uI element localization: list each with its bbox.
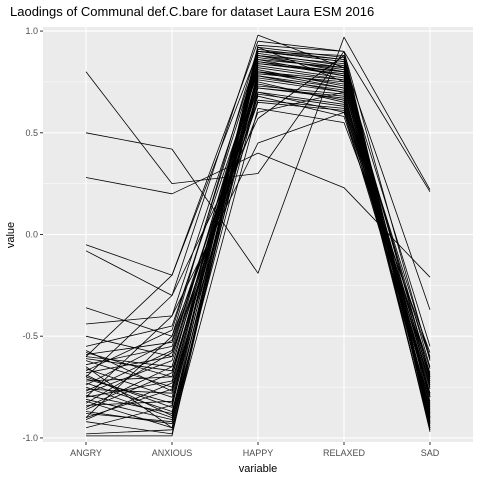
x-axis: ANGRY ANXIOUS HAPPY RELAXED SAD	[70, 442, 440, 458]
series-line	[85, 73, 431, 430]
series-line	[85, 55, 431, 422]
series-line	[85, 44, 431, 418]
series-line	[85, 40, 431, 361]
y-tick-label: 0.0	[25, 230, 38, 240]
series-line	[85, 63, 431, 412]
x-tick-label: ANGRY	[70, 448, 102, 458]
y-tick-label: -1.0	[22, 433, 38, 443]
y-tick-label: 0.5	[25, 128, 38, 138]
series-line	[85, 65, 431, 420]
series-line	[85, 91, 431, 418]
series-line	[85, 57, 431, 376]
series-line	[85, 101, 431, 359]
x-tick-label: HAPPY	[243, 448, 274, 458]
y-axis: -1.0 -0.5 0.0 0.5 1.0	[22, 26, 43, 443]
series-line	[85, 91, 431, 418]
series-line	[85, 34, 431, 347]
series-line	[85, 51, 431, 193]
x-tick-label: ANXIOUS	[152, 448, 193, 458]
series-line	[85, 36, 431, 274]
series-line	[85, 53, 431, 420]
series-line	[85, 112, 431, 398]
series-line	[85, 93, 431, 421]
y-tick-label: -0.5	[22, 331, 38, 341]
x-tick-label: SAD	[421, 448, 440, 458]
x-tick-label: RELAXED	[323, 448, 366, 458]
chart-title: Laodings of Communal def.C.bare for data…	[10, 4, 374, 19]
series-layer	[85, 34, 431, 437]
y-axis-title: value	[5, 222, 17, 248]
series-line	[85, 152, 431, 278]
y-tick-label: 1.0	[25, 26, 38, 36]
x-axis-title: variable	[239, 463, 278, 475]
